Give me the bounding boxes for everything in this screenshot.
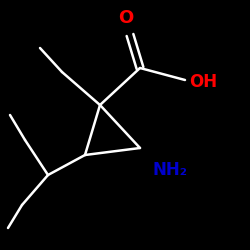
Text: OH: OH	[189, 73, 217, 91]
Text: O: O	[118, 9, 134, 27]
Text: NH₂: NH₂	[152, 161, 187, 179]
